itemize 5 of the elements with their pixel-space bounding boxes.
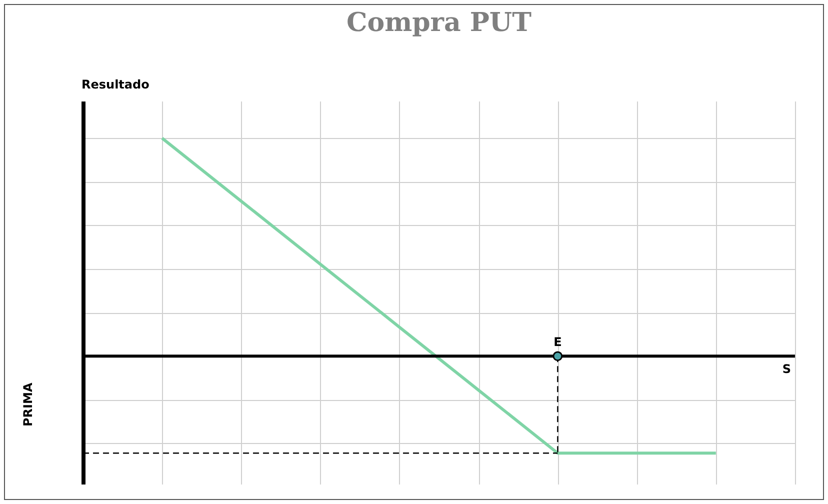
annotation: E <box>554 335 562 350</box>
y-axis-title: Resultado <box>82 78 150 92</box>
text: PRIMA <box>21 382 35 426</box>
x-axis-title: S <box>782 362 791 376</box>
chart-title: Compra PUT <box>346 8 532 38</box>
